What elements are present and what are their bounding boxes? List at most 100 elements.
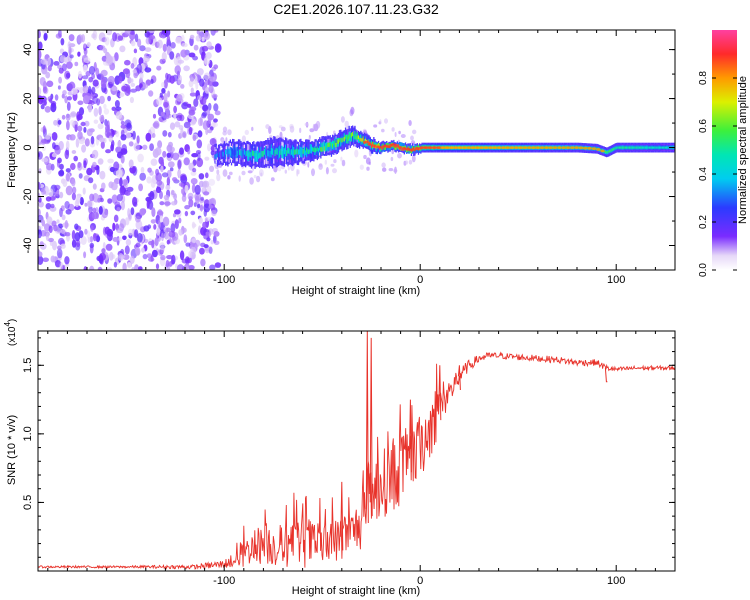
heatmap-cell <box>75 138 80 148</box>
heatmap-cell <box>174 121 181 128</box>
heatmap-cell <box>181 42 188 48</box>
heatmap-cell <box>644 146 647 149</box>
heatmap-cell <box>321 147 323 152</box>
y-multiplier-exponent: 4 <box>3 322 12 327</box>
heatmap-cell <box>92 95 98 105</box>
heatmap-cell <box>71 192 76 201</box>
heatmap-cell <box>162 43 167 53</box>
heatmap-cell <box>237 149 240 155</box>
heatmap-cell <box>73 155 78 162</box>
colorbar-tick-label: 0.6 <box>698 119 709 133</box>
heatmap-cell <box>87 103 93 113</box>
heatmap-cell <box>71 239 77 248</box>
heatmap-cell <box>119 177 123 187</box>
heatmap-cell <box>265 148 267 155</box>
heatmap-cell <box>60 38 65 46</box>
heatmap-cell <box>274 149 276 157</box>
heatmap-cell <box>172 177 178 182</box>
heatmap-cell <box>341 138 343 143</box>
heatmap-cell <box>401 147 407 150</box>
heatmap-cell <box>194 184 201 195</box>
heatmap-cell <box>101 55 107 62</box>
heatmap-cell <box>81 144 87 153</box>
heatmap-cell <box>211 81 219 87</box>
heatmap-cell <box>640 146 642 149</box>
heatmap-cell <box>204 86 210 94</box>
heatmap-cell <box>276 148 278 155</box>
heatmap-cell <box>62 179 68 188</box>
heatmap-cell <box>84 120 90 127</box>
heatmap-cell <box>84 228 88 235</box>
heatmap-cell <box>240 150 242 156</box>
heatmap-cell <box>42 30 47 34</box>
heatmap-cell <box>273 147 275 155</box>
heatmap-cell <box>587 146 592 150</box>
heatmap-cell <box>38 30 41 39</box>
heatmap-cell <box>107 267 113 270</box>
heatmap-cell <box>282 151 284 158</box>
heatmap-cell <box>54 94 59 101</box>
heatmap-cell <box>38 251 43 257</box>
heatmap-cell <box>192 134 197 141</box>
heatmap-cell <box>166 239 170 245</box>
heatmap-cell <box>642 146 644 149</box>
heatmap-cell <box>209 264 216 270</box>
heatmap-cell <box>232 149 234 155</box>
heatmap-cell <box>340 116 345 123</box>
heatmap-cell <box>46 80 54 88</box>
heatmap-cell <box>198 217 203 224</box>
heatmap-cell <box>531 146 536 150</box>
heatmap-cell <box>219 152 221 157</box>
heatmap-cell <box>243 149 246 155</box>
heatmap-cell <box>259 169 264 177</box>
heatmap-cell <box>188 251 192 259</box>
heatmap-cell <box>103 103 107 110</box>
heatmap-cell <box>400 134 406 138</box>
heatmap-cell <box>199 204 204 212</box>
heatmap-cell <box>233 150 235 156</box>
heatmap-cell <box>359 164 364 170</box>
heatmap-cell <box>178 229 183 236</box>
heatmap-cell <box>376 144 378 147</box>
heatmap-cell <box>319 146 321 151</box>
heatmap-cell <box>220 151 222 157</box>
heatmap-cell <box>100 141 105 149</box>
heatmap-cell <box>354 149 359 158</box>
heatmap-cell <box>205 231 210 236</box>
heatmap-cell <box>65 113 71 121</box>
heatmap-cell <box>379 119 382 125</box>
heatmap-cell <box>501 146 506 150</box>
heatmap-cell <box>305 145 307 156</box>
heatmap-cell <box>142 144 148 150</box>
heatmap-cell <box>617 146 620 149</box>
heatmap-cell <box>381 147 383 150</box>
heatmap-cell <box>76 114 83 121</box>
heatmap-cell <box>257 153 260 159</box>
heatmap-cell <box>656 146 658 149</box>
heatmap-cell <box>253 174 257 179</box>
heatmap-cell <box>285 144 287 157</box>
heatmap-cell <box>377 144 380 153</box>
heatmap-cell <box>170 189 175 196</box>
heatmap-cell <box>628 146 630 149</box>
heatmap-cell <box>207 102 212 111</box>
heatmap-cell <box>50 255 56 263</box>
heatmap-cell <box>208 204 214 209</box>
heatmap-cell <box>188 79 194 88</box>
heatmap-cell <box>97 197 101 203</box>
heatmap-cell <box>124 245 130 255</box>
heatmap-cell <box>324 159 327 165</box>
heatmap-cell <box>135 247 141 256</box>
heatmap-cell <box>118 236 122 242</box>
heatmap-cell <box>662 146 664 149</box>
heatmap-cell <box>349 133 351 138</box>
heatmap-cell <box>58 76 62 84</box>
heatmap-cell <box>208 84 214 94</box>
heatmap-cell <box>398 130 401 135</box>
heatmap-cell <box>638 146 641 149</box>
bottom-y-axis-label: SNR (10 * v/v) <box>6 415 18 485</box>
heatmap-cell <box>317 148 320 153</box>
heatmap-cell <box>103 108 110 115</box>
heatmap-cell <box>114 52 119 62</box>
